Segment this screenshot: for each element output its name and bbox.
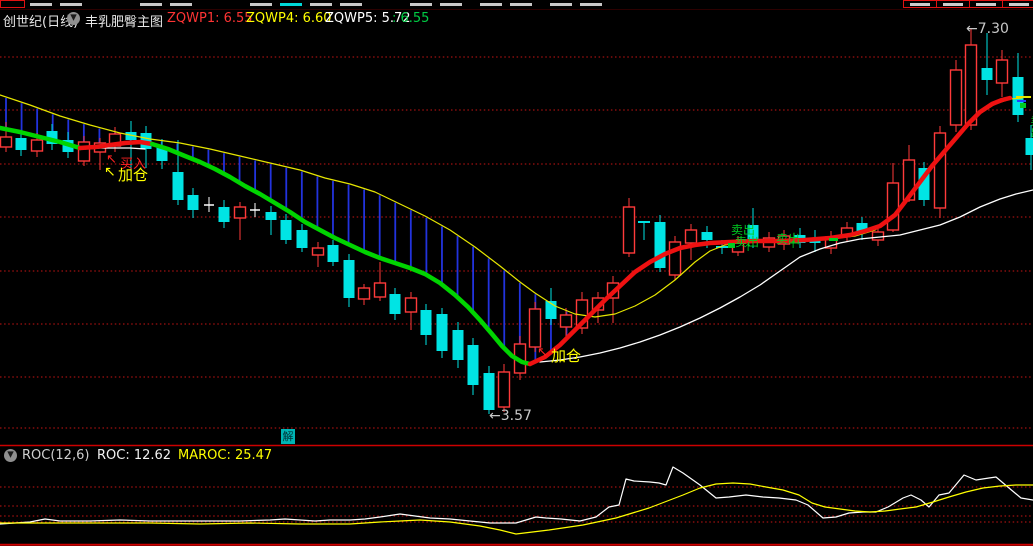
menu-item-fragment[interactable]	[170, 3, 192, 6]
sell-arrow-1: ↑	[744, 243, 753, 254]
chevron-down-icon[interactable]: ▾	[67, 11, 80, 25]
buy-arrow: ↖	[106, 152, 117, 167]
low-price-label: ←3.57	[489, 408, 532, 424]
add-label-2: 加仓	[551, 347, 582, 365]
indicator-value-green: : 6.55	[392, 11, 430, 26]
indicator-value-zqwp4: ZQWP4: 6.60	[246, 11, 332, 26]
menu-item-fragment[interactable]	[550, 3, 572, 6]
jie-badge[interactable]: 解	[281, 429, 295, 444]
menu-item-fragment[interactable]	[510, 3, 532, 6]
menu-item-fragment[interactable]	[340, 3, 362, 6]
menu-bar	[0, 0, 1033, 9]
roc-value-label: ROC: 12.62	[97, 448, 172, 463]
roc-indicator-name[interactable]: ROC(12,6)	[22, 448, 90, 463]
sell-label-1b: 卖出	[735, 235, 760, 249]
menu-item-fragment[interactable]	[410, 3, 432, 6]
toolbar-button-2[interactable]	[969, 0, 1003, 8]
chevron-down-icon[interactable]: ▾	[4, 448, 17, 462]
sell-arrow-2: ↑	[789, 240, 798, 251]
add-label-1: 加仓	[118, 166, 149, 184]
toolbar-button-1[interactable]	[936, 0, 970, 8]
add-arrow-2: ↖	[537, 345, 548, 360]
toolbar-button-0[interactable]	[903, 0, 937, 8]
toolbar-button-3[interactable]	[1002, 0, 1033, 8]
high-price-label: ←7.30	[966, 21, 1009, 37]
symbol-period-label[interactable]: 创世纪(日线)	[3, 15, 79, 30]
menu-item-fragment[interactable]	[280, 3, 302, 6]
menu-item-fragment[interactable]	[440, 3, 462, 6]
menu-item-fragment[interactable]	[480, 3, 502, 6]
indicator-name-label[interactable]: 丰乳肥臀主图	[85, 15, 164, 30]
indicator-value-zqwp1: ZQWP1: 6.55	[167, 11, 253, 26]
menu-item-fragment[interactable]	[310, 3, 332, 6]
edge-sell-label: 卖出	[1029, 115, 1033, 139]
menu-item-fragment[interactable]	[140, 3, 162, 6]
indicator-value-zqwp5: ZQWP5: 5.72	[325, 11, 411, 26]
add-arrow-1: ↖	[104, 164, 116, 180]
menu-corner-button[interactable]	[0, 0, 25, 8]
menu-item-fragment[interactable]	[60, 3, 82, 6]
menu-item-fragment[interactable]	[30, 3, 52, 6]
menu-item-fragment[interactable]	[250, 3, 272, 6]
buy-label: 买入	[120, 157, 147, 172]
menu-item-fragment[interactable]	[580, 3, 602, 6]
sell-label-2: 卖出	[776, 232, 801, 246]
sell-label-1a: 卖出	[731, 223, 756, 237]
maroc-value-label: MAROC: 25.47	[178, 448, 273, 463]
